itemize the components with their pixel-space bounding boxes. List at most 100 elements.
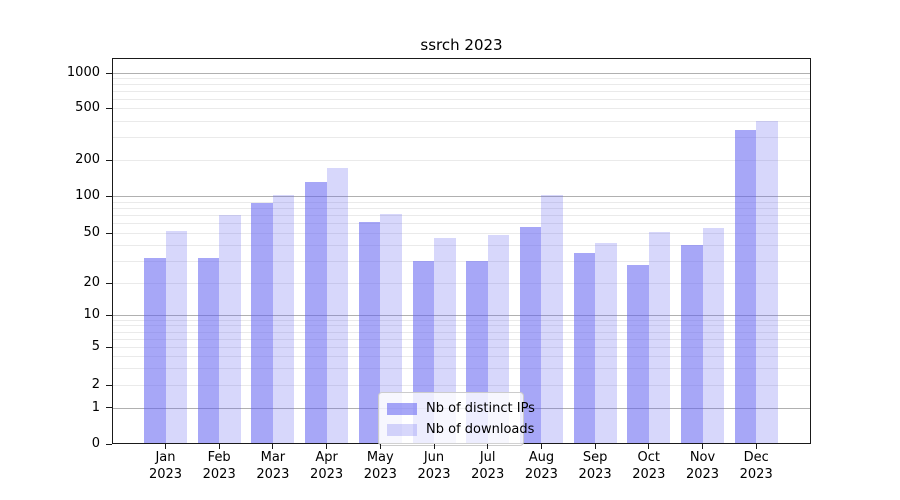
bar-distinct-ips-mar-2023 [251,202,273,443]
x-tick-mark [379,444,381,449]
y-tick-label: 0 [91,436,100,451]
y-tick-label: 5 [91,339,100,355]
y-tick-mark [106,314,112,316]
x-tick-label: Sep 2023 [560,449,630,483]
x-tick-year: 2023 [685,467,720,482]
chart-title: ssrch 2023 [420,36,503,54]
bar-distinct-ips-sep-2023 [573,252,596,443]
y-tick-mark [106,282,112,284]
x-tick-month: Jun [423,450,445,465]
gridline-minor [113,78,810,80]
bar-downloads-oct-2023 [648,231,671,443]
y-tick-label: 1 [91,399,100,415]
y-tick-mark [106,195,112,197]
bar-downloads-nov-2023 [702,227,724,443]
bar-downloads-aug-2023 [541,195,563,443]
y-tick-mark [106,107,112,109]
bar-downloads-dec-2023 [756,120,778,443]
gridline-minor [113,108,810,109]
bar-downloads-feb-2023 [219,215,241,443]
legend-label: Nb of downloads [426,422,535,437]
x-tick-mark [702,444,703,449]
y-tick-label: 1000 [66,65,100,80]
gridline-minor [113,261,810,263]
x-tick-year: 2023 [256,467,290,482]
y-tick-mark [106,346,112,348]
legend-label: Nb of distinct IPs [426,401,535,416]
gridline-minor [113,91,810,92]
bar-downloads-mar-2023 [272,194,295,443]
legend-swatch-distinct-ips [387,402,417,415]
x-tick-label: Jul 2023 [453,449,523,483]
x-tick-mark [594,444,596,449]
gridline-minor [113,223,810,225]
x-tick-label: Aug 2023 [506,449,576,483]
gridline-minor [113,347,810,349]
y-tick-mark [106,159,112,161]
x-tick-mark [433,444,435,449]
x-tick-month: Feb [207,450,231,465]
gridline-minor [113,319,810,321]
bar-downloads-sep-2023 [595,242,617,443]
gridline-major [113,196,810,197]
x-tick-year: 2023 [471,467,505,482]
y-tick-label: 500 [75,100,100,115]
y-tick-mark [106,443,112,445]
x-tick-month: Jan [155,450,176,465]
gridline-minor [113,356,810,358]
y-tick-mark [106,72,112,74]
y-tick-mark [106,384,112,386]
x-tick-label: Oct 2023 [614,449,684,483]
x-tick-mark [755,444,757,449]
gridline-minor [113,233,810,234]
x-tick-month: Dec [743,450,769,465]
legend-item-downloads: Nb of downloads [387,419,534,440]
legend: Nb of distinct IPs Nb of downloads [378,392,535,446]
x-tick-mark [165,444,166,449]
gridline-minor [113,331,810,333]
gridline-minor [113,201,810,203]
x-tick-label: Mar 2023 [238,449,308,483]
x-tick-label: Jun 2023 [399,449,469,483]
x-tick-year: 2023 [202,467,236,482]
x-tick-mark [540,444,542,449]
x-tick-month: Jul [479,450,496,465]
gridline-minor [113,160,810,161]
gridline-minor [113,245,810,247]
y-tick-label: 200 [75,152,100,167]
y-tick-label: 100 [75,188,100,203]
x-tick-label: Nov 2023 [668,449,738,483]
x-tick-year: 2023 [524,467,558,482]
bar-distinct-ips-may-2023 [358,222,381,443]
x-tick-label: Feb 2023 [184,449,254,483]
y-tick-label: 10 [83,307,100,322]
x-tick-label: Jan 2023 [131,449,201,483]
gridline-minor [113,325,810,327]
gridline-minor [113,283,810,285]
bar-distinct-ips-aug-2023 [519,226,542,443]
bar-downloads-jul-2023 [487,235,510,443]
bar-distinct-ips-nov-2023 [681,245,703,443]
x-tick-year: 2023 [578,467,612,482]
y-tick-label: 50 [83,225,100,240]
x-tick-month: Oct [637,450,661,465]
y-tick-mark [106,407,112,409]
gridline-minor [113,338,810,340]
x-tick-year: 2023 [739,467,773,482]
x-tick-month: Aug [528,450,555,465]
bar-distinct-ips-dec-2023 [734,129,757,443]
bar-downloads-apr-2023 [326,168,349,443]
bar-downloads-may-2023 [380,214,402,443]
x-tick-year: 2023 [363,467,397,482]
bar-downloads-jan-2023 [165,230,187,443]
bar-distinct-ips-feb-2023 [197,257,220,443]
gridline-minor [113,215,810,217]
x-tick-year: 2023 [632,467,666,482]
x-tick-year: 2023 [148,467,183,482]
gridline-major [113,315,810,316]
x-tick-label: Apr 2023 [292,449,362,483]
x-tick-month: May [366,450,394,465]
bar-distinct-ips-oct-2023 [627,264,649,443]
gridline-minor [113,385,810,386]
